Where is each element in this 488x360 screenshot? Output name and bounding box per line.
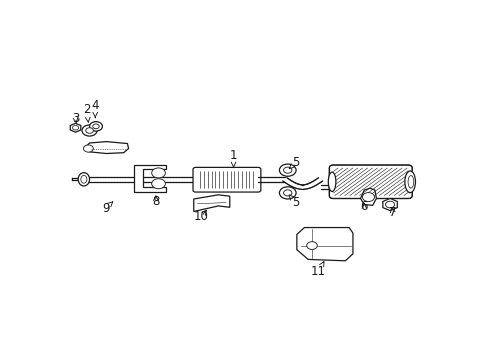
Text: 10: 10 bbox=[194, 210, 208, 223]
Circle shape bbox=[362, 193, 374, 202]
Circle shape bbox=[151, 168, 165, 178]
Polygon shape bbox=[84, 141, 128, 153]
Text: 11: 11 bbox=[310, 262, 325, 278]
Polygon shape bbox=[70, 123, 81, 132]
Circle shape bbox=[151, 179, 165, 189]
Circle shape bbox=[385, 201, 394, 208]
Circle shape bbox=[83, 145, 93, 152]
Text: 7: 7 bbox=[388, 206, 396, 219]
Text: 2: 2 bbox=[83, 103, 90, 122]
Text: 1: 1 bbox=[229, 149, 237, 167]
Ellipse shape bbox=[82, 125, 97, 136]
Ellipse shape bbox=[85, 128, 93, 133]
Text: 6: 6 bbox=[360, 200, 367, 213]
Ellipse shape bbox=[404, 171, 415, 193]
Text: 5: 5 bbox=[288, 195, 299, 209]
FancyBboxPatch shape bbox=[329, 165, 411, 198]
Ellipse shape bbox=[93, 124, 99, 129]
Text: 4: 4 bbox=[91, 99, 99, 118]
Text: 5: 5 bbox=[288, 156, 299, 169]
Text: 8: 8 bbox=[152, 195, 159, 208]
Text: 3: 3 bbox=[72, 112, 79, 125]
Polygon shape bbox=[193, 195, 229, 211]
Polygon shape bbox=[296, 228, 352, 261]
Ellipse shape bbox=[283, 190, 291, 196]
Ellipse shape bbox=[81, 175, 87, 183]
Ellipse shape bbox=[327, 172, 335, 192]
Circle shape bbox=[306, 242, 317, 249]
Ellipse shape bbox=[279, 187, 295, 199]
FancyBboxPatch shape bbox=[193, 167, 260, 192]
Ellipse shape bbox=[89, 122, 102, 131]
Polygon shape bbox=[360, 188, 376, 205]
Polygon shape bbox=[382, 198, 396, 211]
Ellipse shape bbox=[407, 176, 413, 188]
Ellipse shape bbox=[78, 173, 89, 186]
Text: 9: 9 bbox=[102, 202, 113, 215]
Polygon shape bbox=[134, 165, 166, 192]
Ellipse shape bbox=[279, 164, 295, 176]
Circle shape bbox=[72, 126, 79, 130]
FancyBboxPatch shape bbox=[329, 165, 411, 198]
Ellipse shape bbox=[283, 167, 291, 173]
